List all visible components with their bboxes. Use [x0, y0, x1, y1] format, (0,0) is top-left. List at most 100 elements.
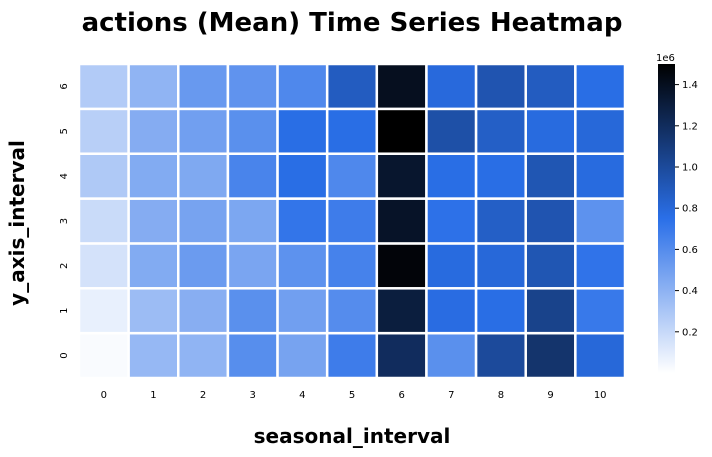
colorbar-tick-label: 0.8	[682, 204, 698, 215]
x-tick-label: 10	[594, 390, 607, 401]
y-tick-labels: 0 1 2 3 4 5 6	[59, 83, 70, 359]
heatmap-cell-x9-y3	[524, 197, 577, 245]
x-tick-labels: 0 1 2 3 4 5 6 7 8 9 10	[101, 390, 607, 401]
heatmap-cell-x6-y5	[375, 107, 428, 155]
heatmap-cell-x4-y2	[276, 242, 329, 290]
heatmap-cell-x5-y1	[325, 287, 379, 335]
heatmap-cell-x10-y5	[574, 107, 627, 155]
colorbar-tick-label: 1.4	[682, 80, 698, 91]
heatmap-cell-x3-y2	[226, 242, 279, 290]
x-tick-label: 6	[398, 390, 404, 401]
colorbar-tick-label: 1.0	[682, 163, 698, 174]
heatmap-cell-x8-y0	[474, 331, 527, 380]
heatmap-cell-x0-y3	[77, 197, 130, 245]
heatmap-cell-x0-y2	[77, 242, 130, 290]
heatmap-cell-x6-y2	[375, 242, 428, 290]
heatmap-cell-x3-y1	[226, 287, 279, 335]
heatmap-cell-x6-y3	[375, 197, 428, 245]
heatmap-cell-x2-y4	[177, 152, 230, 200]
x-tick-label: 5	[349, 390, 355, 401]
heatmap-cell-x10-y1	[574, 287, 627, 335]
heatmap-cell-x4-y6	[276, 62, 329, 111]
heatmap-cell-x10-y6	[574, 62, 627, 111]
heatmap-cell-x7-y5	[425, 107, 478, 155]
colorbar-ticks: 0.2 0.4 0.6 0.8 1.0 1.2 1.4	[675, 80, 698, 338]
heatmap-cell-x2-y0	[177, 331, 230, 380]
colorbar-tick-label: 0.2	[682, 327, 698, 338]
heatmap-cell-x0-y5	[77, 107, 130, 155]
heatmap-cell-x8-y6	[474, 62, 527, 111]
heatmap-cell-x2-y2	[177, 242, 230, 290]
heatmap-cell-x4-y3	[276, 197, 329, 245]
heatmap-cell-x7-y6	[425, 62, 478, 111]
y-tick-label: 3	[59, 218, 70, 224]
x-tick-label: 8	[498, 390, 504, 401]
heatmap-cell-x9-y1	[524, 287, 577, 335]
colorbar-tick-label: 0.4	[682, 286, 698, 297]
heatmap-cell-x0-y0	[77, 331, 130, 380]
heatmap-cell-x0-y6	[77, 62, 130, 111]
heatmap-cell-x3-y5	[226, 107, 279, 155]
heatmap-cell-x1-y4	[127, 152, 180, 200]
x-tick-label: 7	[448, 390, 454, 401]
heatmap-cell-x9-y5	[524, 107, 577, 155]
heatmap-cell-x6-y4	[375, 152, 428, 200]
heatmap-cell-x9-y4	[524, 152, 577, 200]
x-tick-label: 0	[101, 390, 107, 401]
colorbar	[658, 64, 675, 373]
heatmap-cells	[77, 62, 627, 380]
heatmap-cell-x4-y1	[276, 287, 329, 335]
heatmap-cell-x5-y0	[325, 331, 379, 380]
heatmap-cell-x5-y3	[325, 197, 379, 245]
heatmap-cell-x10-y3	[574, 197, 627, 245]
heatmap-cell-x9-y0	[524, 331, 577, 380]
heatmap-cell-x8-y5	[474, 107, 527, 155]
colorbar-tick-label: 1.2	[682, 121, 698, 132]
heatmap-cell-x0-y4	[77, 152, 130, 200]
heatmap-cell-x8-y2	[474, 242, 527, 290]
y-tick-label: 0	[59, 352, 70, 358]
heatmap-cell-x5-y6	[325, 62, 379, 111]
heatmap-cell-x6-y6	[375, 62, 428, 111]
heatmap-cell-x3-y4	[226, 152, 279, 200]
x-tick-label: 1	[150, 390, 156, 401]
heatmap-cell-x7-y2	[425, 242, 478, 290]
heatmap-cell-x10-y0	[574, 331, 627, 380]
heatmap-cell-x10-y4	[574, 152, 627, 200]
heatmap-cell-x10-y2	[574, 242, 627, 290]
heatmap-cell-x1-y6	[127, 62, 180, 111]
chart-title: actions (Mean) Time Series Heatmap	[82, 8, 623, 38]
heatmap-cell-x5-y4	[325, 152, 379, 200]
heatmap-cell-x4-y5	[276, 107, 329, 155]
heatmap-cell-x7-y0	[425, 331, 478, 380]
y-tick-label: 4	[59, 173, 70, 179]
heatmap-cell-x1-y0	[127, 331, 180, 380]
heatmap-cell-x1-y1	[127, 287, 180, 335]
heatmap-cell-x7-y4	[425, 152, 478, 200]
heatmap-cell-x5-y2	[325, 242, 379, 290]
x-tick-label: 4	[299, 390, 305, 401]
heatmap-cell-x2-y1	[177, 287, 230, 335]
y-tick-label: 1	[59, 308, 70, 314]
heatmap-cell-x0-y1	[77, 287, 130, 335]
heatmap-cell-x8-y4	[474, 152, 527, 200]
heatmap-cell-x2-y3	[177, 197, 230, 245]
x-tick-label: 3	[250, 390, 256, 401]
heatmap-cell-x5-y5	[325, 107, 379, 155]
y-tick-label: 2	[59, 263, 70, 269]
x-tick-label: 2	[200, 390, 206, 401]
x-tick-label: 9	[547, 390, 553, 401]
heatmap-cell-x3-y6	[226, 62, 279, 111]
heatmap-cell-x8-y3	[474, 197, 527, 245]
heatmap-cell-x7-y3	[425, 197, 478, 245]
heatmap-cell-x2-y6	[177, 62, 230, 111]
y-tick-label: 6	[59, 83, 70, 89]
heatmap-cell-x9-y6	[524, 62, 577, 111]
y-axis-label: y_axis_interval	[5, 140, 29, 306]
colorbar-tick-label: 0.6	[682, 245, 698, 256]
heatmap-cell-x9-y2	[524, 242, 577, 290]
x-axis-label: seasonal_interval	[254, 424, 451, 448]
heatmap-cell-x2-y5	[177, 107, 230, 155]
heatmap-cell-x1-y5	[127, 107, 180, 155]
